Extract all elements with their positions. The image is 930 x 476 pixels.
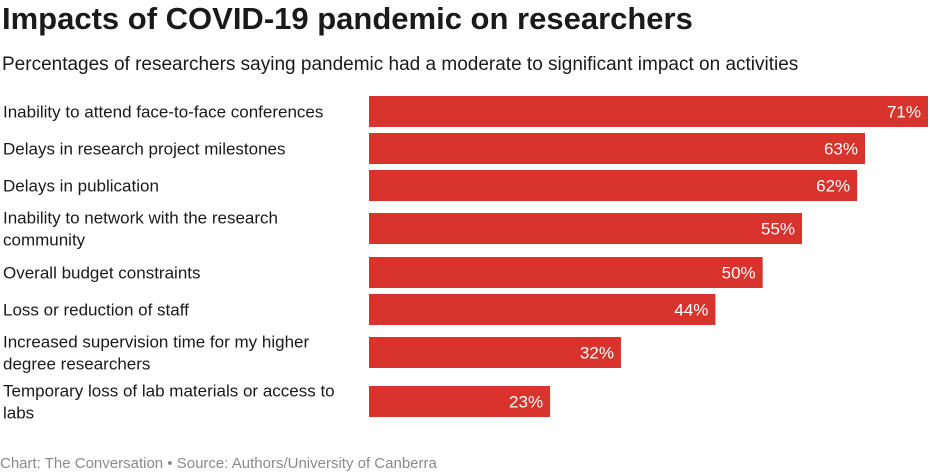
bar-value-label: 50% — [722, 264, 756, 283]
bar — [369, 170, 858, 201]
category-label: Inability to network with the research co… — [3, 209, 278, 250]
bar — [369, 213, 803, 244]
bar — [369, 257, 763, 288]
category-label: Delays in research project milestones — [3, 140, 286, 159]
bar-value-label: 63% — [824, 140, 858, 159]
bar-value-label: 44% — [674, 301, 708, 320]
bar — [369, 96, 928, 127]
chart-title: Impacts of COVID-19 pandemic on research… — [2, 1, 693, 36]
bar-value-label: 55% — [761, 220, 795, 239]
category-label: Temporary loss of lab materials or acces… — [3, 382, 335, 423]
chart-subtitle: Percentages of researchers saying pandem… — [2, 54, 799, 75]
category-label: Inability to attend face-to-face confere… — [3, 103, 323, 122]
bar-value-label: 32% — [580, 344, 614, 363]
category-label: Loss or reduction of staff — [3, 301, 189, 320]
bar-value-label: 71% — [887, 103, 921, 122]
bar — [369, 133, 866, 164]
category-label: Overall budget constraints — [3, 264, 201, 283]
bar — [369, 337, 621, 368]
bar-value-label: 62% — [816, 177, 850, 196]
chart-credit: Chart: The Conversation • Source: Author… — [0, 455, 437, 472]
bar — [369, 386, 551, 417]
bar-value-label: 23% — [509, 393, 543, 412]
category-label: Delays in publication — [3, 177, 159, 196]
category-label: Increased supervision time for my higher… — [3, 333, 309, 374]
bar — [369, 294, 716, 325]
bar-chart: 71% Inability to attend face-to-face conf… — [3, 96, 928, 423]
